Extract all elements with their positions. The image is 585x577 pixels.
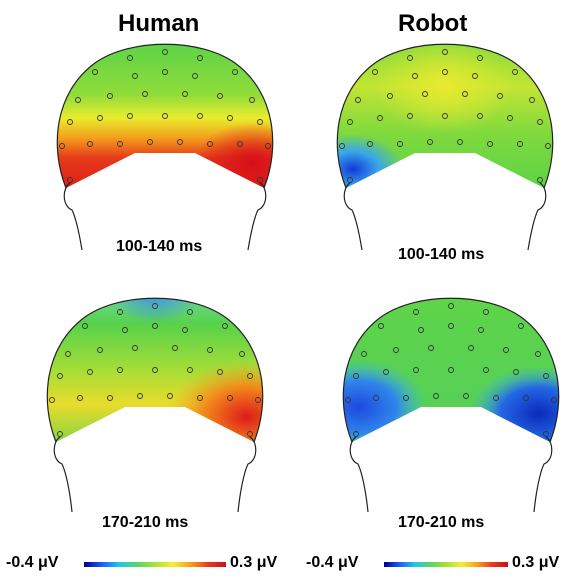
topomap-robot-100-140: [336, 43, 554, 250]
column-title-robot: Robot: [398, 10, 468, 37]
topomap-human-170-210: [46, 297, 264, 512]
topomap-robot-170-210: [342, 297, 560, 512]
topomap-human-100-140: [56, 43, 274, 250]
colorbar: [84, 562, 226, 567]
colorbar-max-label: 0.3 μV: [512, 554, 560, 571]
time-window-label: 100-140 ms: [116, 238, 203, 255]
time-window-label: 170-210 ms: [398, 514, 485, 531]
colorbar: [384, 562, 508, 567]
column-title-human: Human: [118, 10, 200, 37]
colorbar-max-label: 0.3 μV: [230, 554, 278, 571]
colorbar-min-label: -0.4 μV: [6, 554, 59, 571]
colorbar-min-label: -0.4 μV: [306, 554, 359, 571]
time-window-label: 170-210 ms: [102, 514, 189, 531]
time-window-label: 100-140 ms: [398, 246, 485, 263]
